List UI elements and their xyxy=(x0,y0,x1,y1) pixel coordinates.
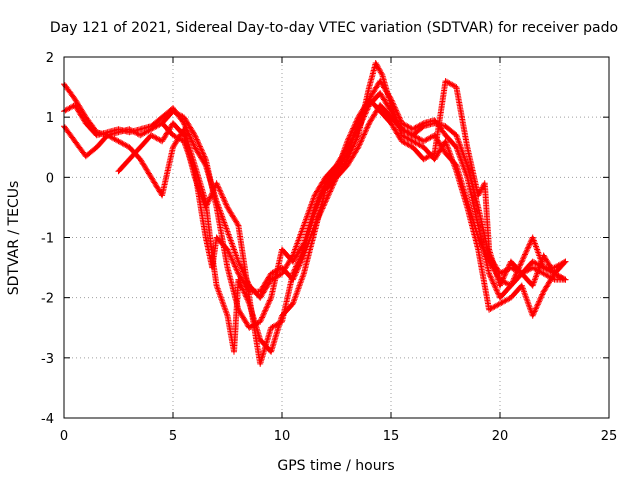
y-tick-label: -3 xyxy=(41,352,54,367)
series-arc-2 xyxy=(61,78,569,331)
y-tick-label: -1 xyxy=(41,232,54,247)
axis-ticks xyxy=(63,56,610,419)
y-tick-label: -2 xyxy=(41,292,54,307)
y-tick-label: -4 xyxy=(41,412,54,427)
x-tick-labels: 0 5 10 15 20 25 xyxy=(60,429,617,444)
x-tick-label: 20 xyxy=(492,429,509,444)
x-tick-label: 25 xyxy=(601,429,618,444)
x-tick-label: 10 xyxy=(274,429,291,444)
y-tick-label: 0 xyxy=(46,171,54,186)
grid-lines xyxy=(64,57,609,418)
x-tick-label: 5 xyxy=(169,429,177,444)
series-markers xyxy=(159,102,569,295)
chart-title: Day 121 of 2021, Sidereal Day-to-day VTE… xyxy=(50,20,618,36)
y-tick-labels: -4 -3 -2 -1 0 1 2 xyxy=(41,51,54,427)
y-tick-label: 1 xyxy=(46,111,54,126)
y-axis-label: SDTVAR / TECUs xyxy=(6,181,22,296)
x-tick-label: 0 xyxy=(60,429,68,444)
x-tick-label: 15 xyxy=(383,429,400,444)
y-tick-label: 2 xyxy=(46,51,54,66)
data-series-layer xyxy=(61,60,569,367)
x-axis-label: GPS time / hours xyxy=(277,458,394,474)
series-markers xyxy=(61,78,569,331)
series-arc-5 xyxy=(159,102,569,295)
